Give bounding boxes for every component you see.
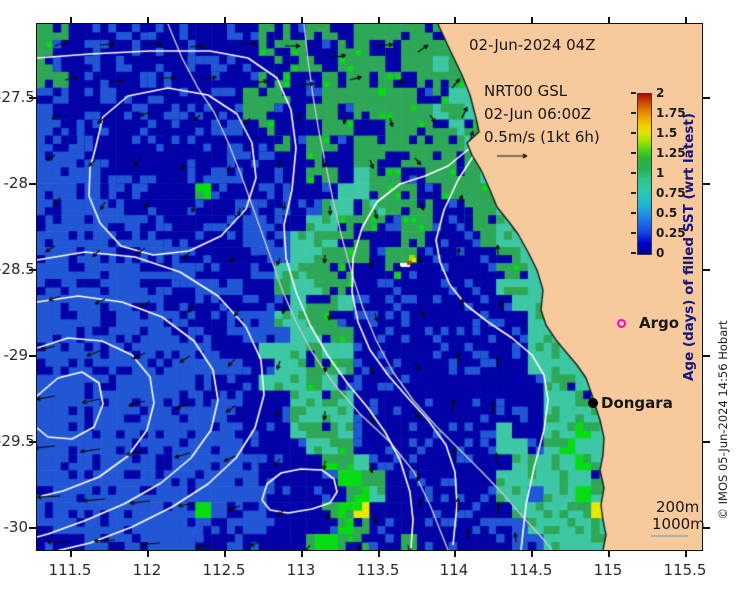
colorbar-tick-label: 2	[656, 86, 665, 100]
colorbar-tick-mark	[631, 172, 636, 174]
x-tick-label: 111.5	[48, 561, 92, 579]
tick-mark	[147, 550, 149, 557]
y-tick-label: -28.5	[0, 260, 35, 278]
colorbar-tick-label: 0	[656, 246, 665, 260]
colorbar-tick-mark	[631, 232, 636, 234]
tick-mark	[147, 17, 149, 24]
argo-float-marker	[616, 318, 626, 328]
depth-contour-sample-line	[651, 535, 688, 537]
tick-mark	[608, 550, 610, 557]
colorbar-tick-label: 0.25	[656, 226, 686, 240]
dongara-label: Dongara	[601, 394, 673, 412]
tick-mark	[608, 17, 610, 24]
tick-mark	[702, 527, 710, 529]
tick-mark	[301, 17, 303, 24]
tick-mark	[29, 527, 37, 529]
colorbar-tick-mark	[631, 152, 636, 154]
tick-mark	[378, 17, 380, 24]
depth-200m-label: 200m	[656, 498, 700, 516]
tick-mark	[29, 355, 37, 357]
colorbar-tick-label: 1.5	[656, 126, 678, 140]
tick-mark	[29, 183, 37, 185]
tick-mark	[378, 550, 380, 557]
tick-mark	[454, 550, 456, 557]
tick-mark	[224, 17, 226, 24]
colorbar-tick-mark	[631, 132, 636, 134]
x-tick-label: 115.5	[663, 561, 707, 579]
colorbar-tick-label: 1	[656, 166, 665, 180]
map-canvas	[37, 24, 702, 550]
tick-mark	[702, 355, 710, 357]
argo-label: Argo	[639, 314, 680, 332]
nrt-annotation: NRT00 GSL 02-Jun 06:00Z 0.5m/s (1kt 6h)	[484, 82, 600, 151]
tick-mark	[29, 97, 37, 99]
tick-mark	[685, 550, 687, 557]
y-tick-label: -29.5	[0, 432, 35, 450]
tick-mark	[685, 17, 687, 24]
tick-mark	[702, 97, 710, 99]
x-tick-label: 114	[439, 561, 469, 579]
nrt-line-2: 02-Jun 06:00Z	[484, 105, 592, 123]
tick-mark	[531, 550, 533, 557]
tick-mark	[531, 17, 533, 24]
colorbar-tick-label: 0.5	[656, 206, 678, 220]
colorbar-tick-mark	[631, 112, 636, 114]
x-tick-label: 112.5	[202, 561, 246, 579]
x-tick-label: 112	[132, 561, 162, 579]
tick-mark	[29, 441, 37, 443]
colorbar-tick-label: 0.75	[656, 186, 686, 200]
copyright-text: © IMOS 05-Jun-2024 14:56 Hobart	[716, 320, 730, 520]
tick-mark	[702, 441, 710, 443]
x-tick-label: 115	[593, 561, 623, 579]
y-tick-label: -28	[3, 174, 29, 192]
colorbar-tick-mark	[631, 252, 636, 254]
colorbar-tick-mark	[631, 192, 636, 194]
tick-mark	[70, 17, 72, 24]
x-tick-label: 113	[286, 561, 316, 579]
depth-1000m-label: 1000m	[652, 515, 705, 533]
x-tick-label: 114.5	[509, 561, 553, 579]
tick-mark	[70, 550, 72, 557]
tick-mark	[702, 183, 710, 185]
tick-mark	[224, 550, 226, 557]
tick-mark	[454, 17, 456, 24]
colorbar-tick-label: 1.25	[656, 146, 686, 160]
nrt-line-1: NRT00 GSL	[484, 82, 568, 100]
nrt-line-3: 0.5m/s (1kt 6h)	[484, 128, 600, 146]
colorbar-tick-label: 1.75	[656, 106, 686, 120]
tick-mark	[29, 269, 37, 271]
colorbar	[637, 93, 652, 255]
colorbar-tick-mark	[631, 92, 636, 94]
datetime-label: 02-Jun-2024 04Z	[469, 36, 596, 54]
colorbar-tick-mark	[631, 212, 636, 214]
y-tick-label: -27.5	[0, 88, 35, 106]
x-tick-label: 113.5	[356, 561, 400, 579]
tick-mark	[301, 550, 303, 557]
colorbar-title: Age (days) of filled SST (wrt latest)	[681, 112, 697, 382]
y-tick-label: -30	[3, 518, 29, 536]
y-tick-label: -29	[3, 346, 29, 364]
dongara-town-marker	[588, 398, 598, 408]
tick-mark	[702, 269, 710, 271]
